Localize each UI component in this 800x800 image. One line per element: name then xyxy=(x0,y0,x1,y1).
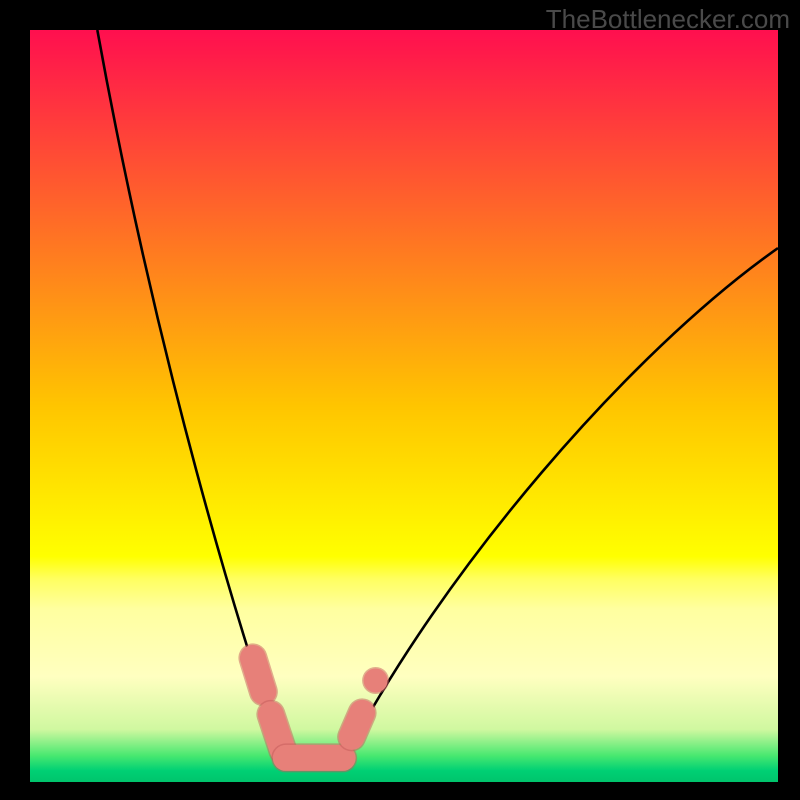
marker-pill xyxy=(352,713,362,737)
bottleneck-chart xyxy=(30,30,778,782)
marker-dot xyxy=(364,668,388,692)
gradient-background xyxy=(30,30,778,782)
watermark-text: TheBottlenecker.com xyxy=(546,4,790,35)
marker-pill xyxy=(253,658,263,692)
